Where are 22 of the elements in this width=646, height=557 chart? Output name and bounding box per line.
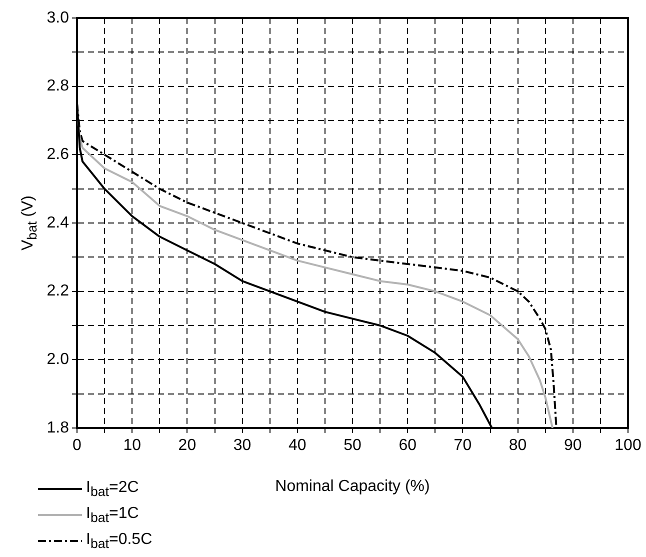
x-tick-label: 40 <box>288 437 306 454</box>
x-tick-label: 50 <box>344 437 362 454</box>
legend-label: I$_{bat}$=0.5C <box>86 530 152 552</box>
legend-label: I$_{bat}$=2C <box>86 478 139 500</box>
x-tick-label: 60 <box>398 437 417 454</box>
legend-label: I$_{bat}$=1C <box>86 504 139 526</box>
x-tick-label: 30 <box>233 437 252 454</box>
x-axis-title: Nominal Capacity (%) <box>275 478 430 495</box>
y-tick-label: 2.6 <box>46 146 70 164</box>
x-tick-label: 90 <box>564 437 582 454</box>
y-tick-label: 2.4 <box>46 214 70 232</box>
x-tick-label: 20 <box>178 437 196 454</box>
y-tick-label: 3.0 <box>46 9 70 26</box>
x-tick-label: 100 <box>614 437 642 454</box>
x-tick-label: 80 <box>508 437 527 454</box>
y-tick-label: 2.2 <box>46 282 70 300</box>
x-tick-label: 10 <box>123 437 142 454</box>
y-tick-label: 2.8 <box>46 78 70 95</box>
x-tick-label: 70 <box>454 437 472 454</box>
x-tick-label: 0 <box>72 437 82 454</box>
y-tick-label: 2.0 <box>46 351 70 368</box>
y-tick-label: 1.8 <box>46 419 70 436</box>
